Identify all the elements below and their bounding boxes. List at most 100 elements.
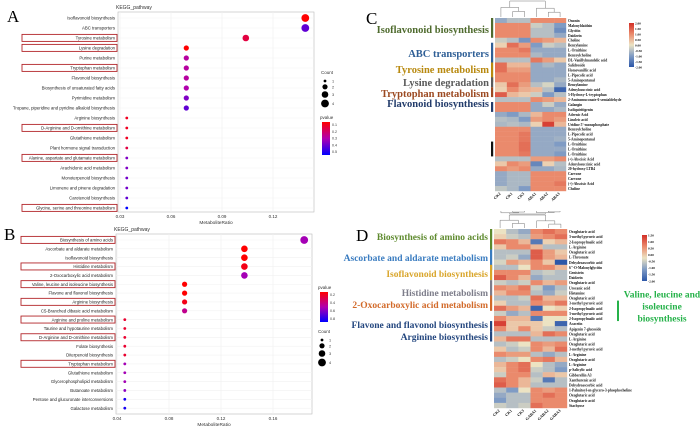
heatmap-cell — [506, 234, 519, 240]
heatmap-cell — [494, 321, 507, 327]
pathway-group-bar — [490, 295, 493, 311]
pathway-group-bar — [491, 87, 494, 98]
metabolite-label: 6''-O-Malonylglycitin — [569, 266, 602, 270]
count-legend-label: 2 — [332, 85, 334, 89]
heatmap-cell — [554, 186, 567, 192]
heatmap-cell — [495, 151, 508, 157]
heatmap-cell — [506, 57, 519, 63]
column-label: GABA1 — [524, 408, 537, 421]
pathway-dot — [123, 318, 127, 322]
heatmap-cell — [506, 351, 519, 358]
heatmap-cell — [494, 234, 507, 240]
metabolite-label: 1-Palmitoyl-sn-glycero-3-phosphocholine — [569, 389, 632, 393]
count-legend-label: 2 — [329, 344, 331, 348]
panel-letter-b: B — [4, 225, 15, 244]
heatmap-cell — [495, 37, 508, 43]
pathway-group-bar-right — [617, 300, 619, 322]
heatmap-cell — [506, 42, 519, 48]
colorbar-label: 1.00 — [635, 32, 641, 36]
heatmap-cell — [530, 181, 543, 187]
heatmap-cell — [506, 146, 519, 152]
heatmap-cell — [530, 111, 543, 118]
heatmap-cell — [506, 402, 519, 409]
heatmap-cell — [554, 361, 568, 368]
pathway-group-bar — [490, 229, 493, 250]
heatmap-cell — [530, 351, 543, 358]
metabolite-label: Adenylosuccinic acid — [568, 162, 600, 166]
heatmap-cell — [554, 102, 567, 108]
heatmap-cell — [518, 67, 531, 73]
heatmap-cell — [542, 27, 555, 34]
metabolite-label: Histamine — [569, 291, 585, 295]
heatmap-cell — [518, 18, 531, 24]
heatmap-cell — [530, 387, 543, 393]
heatmap-cell — [494, 280, 507, 286]
pathway-label: Biosynthesis of unsaturated fatty acids — [42, 86, 115, 91]
heatmap-cell — [506, 141, 519, 147]
heatmap-cell — [495, 146, 508, 152]
heatmap-cell — [506, 254, 519, 260]
pvalue-legend-label: 0.4 — [332, 143, 337, 147]
heatmap-cell — [530, 254, 543, 260]
heatmap-cell — [542, 77, 555, 83]
pathway-dot — [183, 75, 189, 81]
pathway-label: Tyrosine metabolism — [76, 36, 116, 41]
pathway-group-bar — [491, 42, 494, 63]
column-label: GABA2 — [536, 408, 549, 421]
colorbar-label: 0.00 — [648, 253, 654, 257]
heatmap-cell — [542, 146, 555, 152]
heatmap-cell — [506, 397, 519, 404]
pathway-dot — [241, 272, 248, 279]
heatmap-cell — [554, 67, 567, 73]
heatmap-cell — [542, 62, 555, 68]
heatmap-cell — [506, 331, 519, 337]
pathway-group-label: Isoflavonoid biosynthesis — [386, 270, 488, 280]
colorbar-label: 0.50 — [648, 246, 654, 250]
heatmap-cell — [494, 382, 507, 388]
x-tick-label: 0.06 — [167, 214, 176, 219]
pathway-label: Glycine, serine and threonine metabolism — [36, 206, 115, 211]
highlight-box — [21, 33, 118, 42]
x-axis-label: MetaboliteRatio — [197, 422, 231, 428]
heatmap-cell — [518, 102, 531, 108]
pathway-label: Glutathione metabolism — [68, 370, 114, 375]
heatmap-cell — [506, 27, 519, 34]
metabolite-label: Choline — [568, 39, 580, 43]
heatmap-cell — [494, 290, 507, 296]
count-legend-dot — [323, 79, 327, 83]
heatmap-cell — [506, 106, 519, 113]
panel-letter-d: D — [356, 226, 368, 245]
heatmap-cell — [494, 249, 507, 255]
pathway-dot — [241, 254, 248, 261]
metabolite-label: 5-Hydroxy-L-tryptophan — [568, 93, 607, 97]
heatmap-cell — [495, 161, 508, 167]
metabolite-label: Malonyldaidzin — [568, 24, 592, 28]
pathway-group-bar — [491, 141, 494, 157]
pathway-dot — [300, 236, 309, 244]
heatmap-cell — [506, 87, 519, 93]
heatmap-cell — [518, 351, 531, 358]
heatmap-cell — [495, 141, 508, 147]
metabolite-label: Oxoglutaric acid — [569, 332, 595, 336]
heatmap-cell — [542, 387, 556, 393]
heatmap-cell — [518, 234, 531, 240]
heatmap-cell — [554, 259, 568, 265]
pathway-label: Histidine metabolism — [73, 264, 113, 269]
heatmap-cell — [530, 310, 543, 317]
heatmap-cell — [530, 331, 543, 337]
heatmap-cell — [530, 356, 543, 363]
metabolite-label: Stachyose — [569, 404, 585, 408]
panel-c-heatmap: OnoninMalonyldaidzinGlycitinDaidzeinChol… — [377, 0, 642, 215]
x-axis-label: MetaboliteRatio — [199, 220, 233, 226]
pathway-dot — [123, 397, 127, 401]
heatmap-cell — [554, 97, 567, 103]
heatmap-cell — [518, 229, 531, 235]
heatmap-cell — [542, 67, 555, 73]
heatmap-cell — [494, 377, 507, 383]
heatmap-cell — [494, 387, 507, 393]
heatmap-colorbar — [642, 235, 647, 281]
heatmap-cell — [554, 136, 567, 142]
pathway-label: Flavonoid biosynthesis — [72, 76, 115, 81]
heatmap-cell — [495, 87, 508, 93]
pathway-group-bar — [490, 264, 493, 281]
